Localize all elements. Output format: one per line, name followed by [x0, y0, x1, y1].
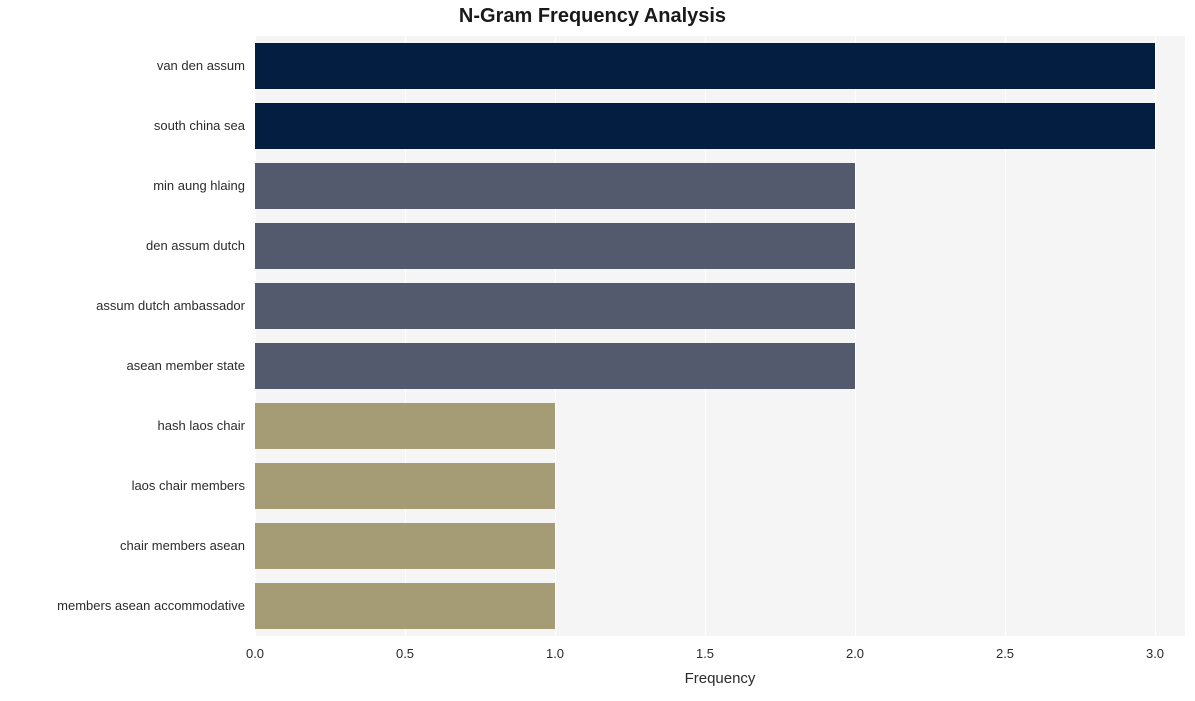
- ngram-frequency-chart: N-Gram Frequency Analysis van den assum s…: [0, 0, 1195, 701]
- y-tick-label: south china sea: [0, 118, 245, 133]
- bar: [255, 523, 555, 570]
- bar: [255, 103, 1155, 150]
- chart-title: N-Gram Frequency Analysis: [0, 5, 930, 28]
- y-tick-label: laos chair members: [0, 478, 245, 493]
- x-tick-label: 0.5: [396, 646, 414, 661]
- y-tick-label: van den assum: [0, 58, 245, 73]
- y-tick-label: min aung hlaing: [0, 178, 245, 193]
- bar: [255, 223, 855, 270]
- x-tick-label: 1.5: [696, 646, 714, 661]
- y-tick-label: chair members asean: [0, 538, 245, 553]
- bar: [255, 283, 855, 330]
- y-tick-label: hash laos chair: [0, 418, 245, 433]
- bar: [255, 463, 555, 510]
- bar: [255, 343, 855, 390]
- bar: [255, 163, 855, 210]
- bar: [255, 43, 1155, 90]
- bar: [255, 583, 555, 630]
- grid-line: [1155, 36, 1156, 636]
- x-tick-label: 2.5: [996, 646, 1014, 661]
- plot-area: [255, 36, 1185, 636]
- y-tick-label: members asean accommodative: [0, 598, 245, 613]
- x-tick-label: 0.0: [246, 646, 264, 661]
- bar: [255, 403, 555, 450]
- y-tick-label: den assum dutch: [0, 238, 245, 253]
- y-tick-label: assum dutch ambassador: [0, 298, 245, 313]
- x-tick-label: 3.0: [1146, 646, 1164, 661]
- y-tick-label: asean member state: [0, 358, 245, 373]
- x-tick-label: 2.0: [846, 646, 864, 661]
- x-axis-title: Frequency: [685, 670, 756, 687]
- x-tick-label: 1.0: [546, 646, 564, 661]
